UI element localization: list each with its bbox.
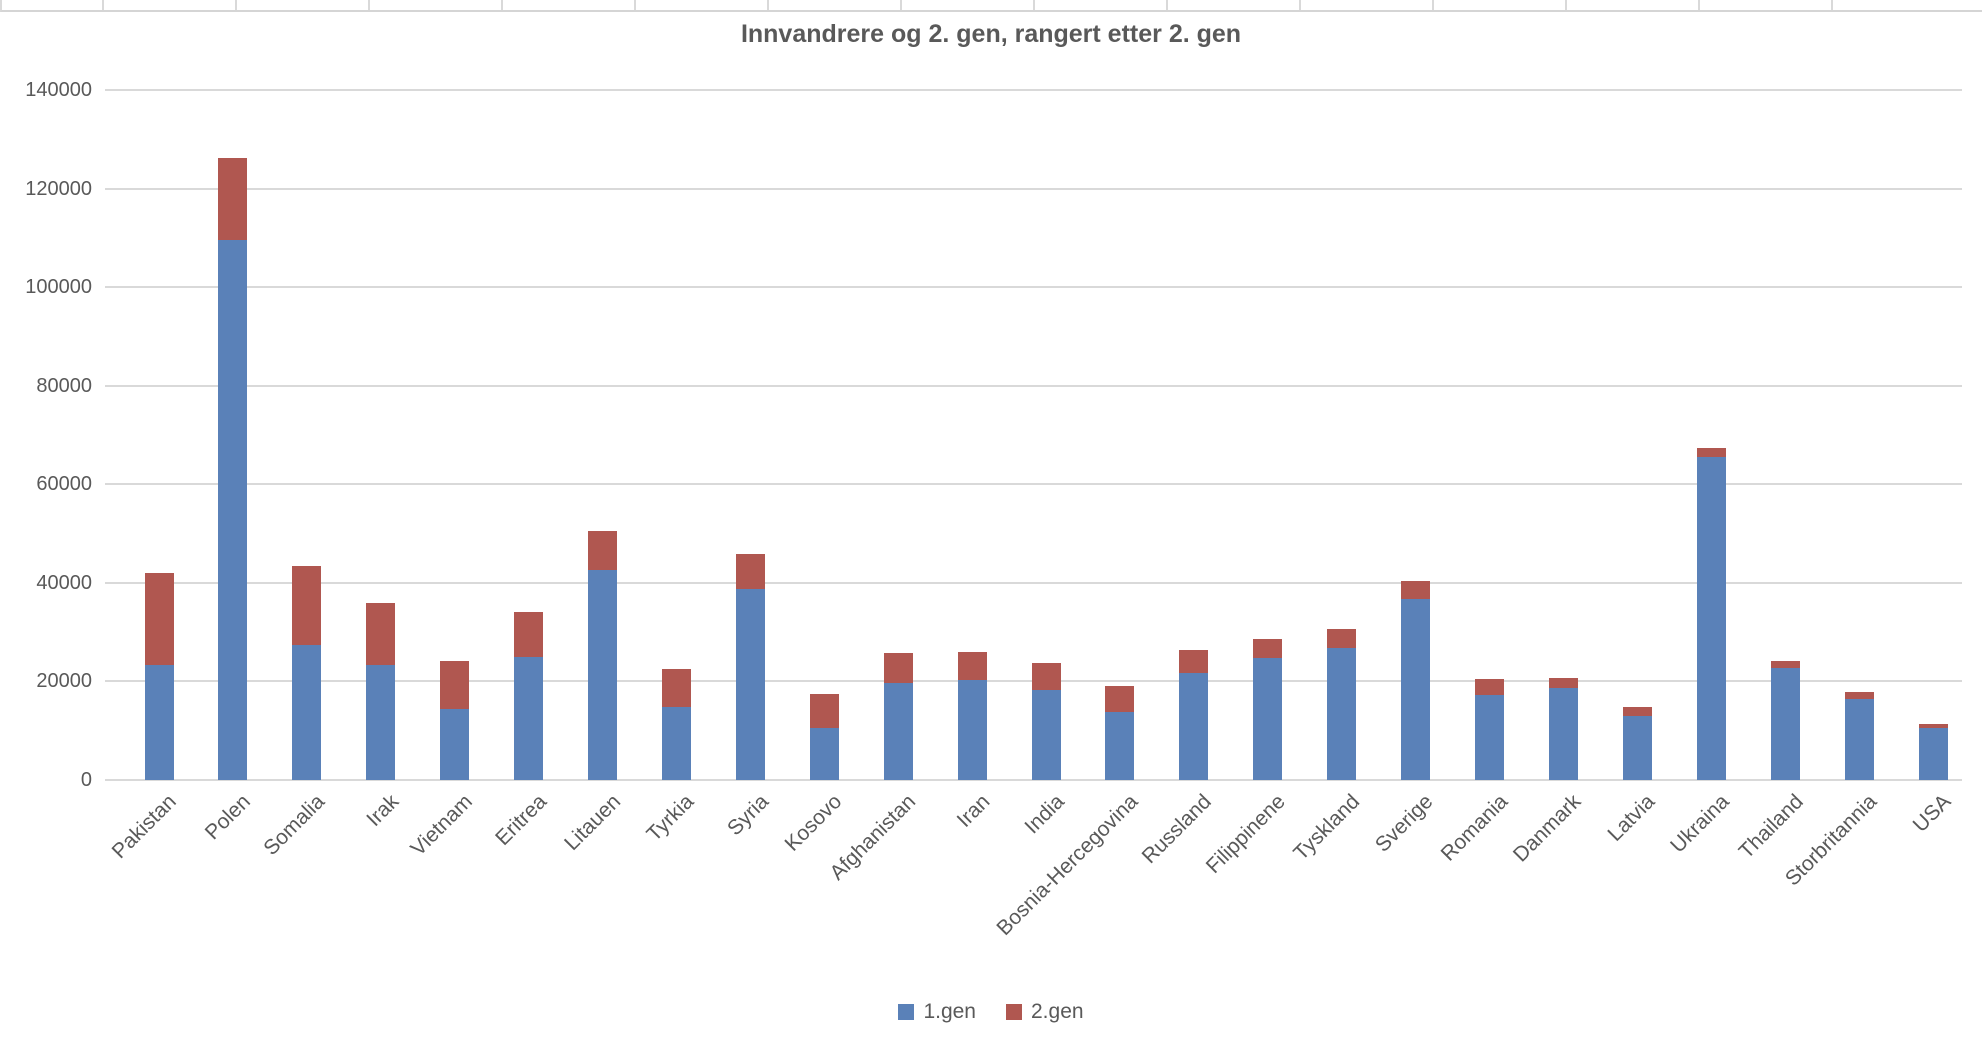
x-axis-label-thailand: Thailand bbox=[1734, 790, 1808, 864]
x-axis-label-tyrkia: Tyrkia bbox=[642, 790, 699, 846]
bar-1gen-tyrkia[interactable] bbox=[661, 706, 691, 780]
gridline bbox=[105, 187, 1962, 190]
bar-2gen-tyskland[interactable] bbox=[1327, 628, 1357, 648]
x-axis-label-tyskland: Tyskland bbox=[1289, 790, 1364, 865]
bar-1gen-thailand[interactable] bbox=[1770, 668, 1800, 780]
chart-title: Innvandrere og 2. gen, rangert etter 2. … bbox=[740, 20, 1242, 48]
x-axis-label-vietnam: Vietnam bbox=[406, 790, 477, 861]
x-axis-line bbox=[105, 779, 1962, 781]
x-axis-label-india: India bbox=[1019, 790, 1069, 839]
bar-1gen-russland[interactable] bbox=[1179, 673, 1209, 780]
bar-2gen-storbritannia[interactable] bbox=[1844, 692, 1874, 700]
bar-2gen-filippinene[interactable] bbox=[1253, 638, 1283, 659]
bar-2gen-iran[interactable] bbox=[957, 652, 987, 680]
x-axis-label-eritrea: Eritrea bbox=[490, 790, 551, 851]
bar-2gen-tyrkia[interactable] bbox=[661, 668, 691, 707]
chart-legend: 1.gen 2.gen bbox=[0, 1000, 1982, 1024]
x-axis-label-iran: Iran bbox=[952, 790, 995, 832]
y-axis-tick-label: 20000 bbox=[36, 670, 92, 693]
x-axis-label-filippinene: Filippinene bbox=[1201, 790, 1291, 879]
y-axis-tick-label: 0 bbox=[80, 769, 92, 791]
x-axis-label-somalia: Somalia bbox=[259, 790, 330, 860]
x-axis-label-ukraina: Ukraina bbox=[1666, 790, 1734, 858]
bar-2gen-russland[interactable] bbox=[1179, 649, 1209, 674]
y-axis-tick-label: 120000 bbox=[25, 177, 92, 200]
bar-1gen-latvia[interactable] bbox=[1622, 716, 1652, 780]
x-axis-label-irak: Irak bbox=[362, 790, 404, 832]
legend-swatch-1gen bbox=[898, 1004, 915, 1020]
bar-1gen-polen[interactable] bbox=[218, 240, 248, 780]
bar-2gen-danmark[interactable] bbox=[1548, 678, 1578, 688]
legend-item-1gen[interactable]: 1.gen bbox=[898, 1000, 976, 1024]
bar-1gen-irak[interactable] bbox=[366, 665, 396, 780]
plot-area: 0 20000 40000 60000 80000 100000 120000 140000 P… bbox=[25, 79, 1962, 940]
bar-2gen-thailand[interactable] bbox=[1770, 660, 1800, 669]
x-axis-label-sverige: Sverige bbox=[1371, 790, 1438, 857]
x-axis-label-bosnia-hercegovina: Bosnia-Hercegovina bbox=[992, 790, 1143, 940]
x-axis-label-romania: Romania bbox=[1436, 790, 1512, 866]
bar-1gen-litauen[interactable] bbox=[588, 569, 618, 780]
bar-2gen-india[interactable] bbox=[1031, 663, 1061, 691]
bar-1gen-filippinene[interactable] bbox=[1253, 658, 1283, 780]
bar-2gen-irak[interactable] bbox=[366, 602, 396, 666]
y-axis-tick-label: 100000 bbox=[25, 276, 92, 299]
gridline bbox=[105, 384, 1962, 387]
bar-1gen-eritrea[interactable] bbox=[514, 656, 544, 780]
bar-2gen-polen[interactable] bbox=[218, 157, 248, 241]
bar-2gen-vietnam[interactable] bbox=[440, 661, 470, 710]
y-axis-tick-label: 80000 bbox=[36, 374, 92, 397]
bar-2gen-latvia[interactable] bbox=[1622, 707, 1652, 717]
bar-2gen-afghanistan[interactable] bbox=[883, 653, 913, 684]
x-axis-label-kosovo: Kosovo bbox=[780, 790, 847, 856]
x-axis-label-usa: USA bbox=[1908, 790, 1956, 837]
bar-1gen-tyskland[interactable] bbox=[1327, 647, 1357, 780]
bar-1gen-usa[interactable] bbox=[1918, 728, 1948, 780]
legend-item-2gen[interactable]: 2.gen bbox=[1006, 1000, 1084, 1024]
bar-2gen-usa[interactable] bbox=[1918, 724, 1948, 729]
bar-1gen-iran[interactable] bbox=[957, 679, 987, 780]
gridline bbox=[105, 286, 1962, 289]
bar-2gen-kosovo[interactable] bbox=[809, 693, 839, 728]
bar-2gen-syria[interactable] bbox=[735, 554, 765, 590]
x-axis-label-litauen: Litauen bbox=[559, 790, 625, 855]
bar-2gen-somalia[interactable] bbox=[292, 566, 322, 645]
y-axis-tick-label: 140000 bbox=[25, 79, 92, 101]
bar-2gen-sverige[interactable] bbox=[1401, 581, 1431, 600]
bar-2gen-eritrea[interactable] bbox=[514, 611, 544, 657]
bar-2gen-romania[interactable] bbox=[1475, 678, 1505, 695]
bar-1gen-bosnia-hercegovina[interactable] bbox=[1105, 712, 1135, 780]
x-axis-label-syria: Syria bbox=[722, 790, 773, 841]
legend-label-1gen: 1.gen bbox=[923, 1000, 976, 1023]
bar-1gen-syria[interactable] bbox=[735, 589, 765, 780]
bar-1gen-sverige[interactable] bbox=[1401, 599, 1431, 780]
x-axis-label-pakistan: Pakistan bbox=[108, 790, 182, 864]
bar-1gen-somalia[interactable] bbox=[292, 644, 322, 780]
x-axis-label-polen: Polen bbox=[200, 790, 256, 845]
bar-1gen-storbritannia[interactable] bbox=[1844, 699, 1874, 780]
legend-swatch-2gen bbox=[1006, 1004, 1022, 1020]
bar-1gen-romania[interactable] bbox=[1475, 694, 1505, 780]
gridline bbox=[105, 581, 1962, 584]
bar-1gen-pakistan[interactable] bbox=[144, 664, 174, 780]
bar-2gen-ukraina[interactable] bbox=[1696, 448, 1726, 457]
bar-1gen-india[interactable] bbox=[1031, 690, 1061, 780]
x-axis-label-latvia: Latvia bbox=[1603, 790, 1660, 846]
bar-1gen-vietnam[interactable] bbox=[440, 709, 470, 780]
spreadsheet-cells-strip bbox=[0, 0, 1982, 12]
bar-1gen-kosovo[interactable] bbox=[809, 727, 839, 780]
bar-1gen-afghanistan[interactable] bbox=[883, 683, 913, 780]
y-axis-tick-label: 40000 bbox=[36, 571, 92, 594]
legend-label-2gen: 2.gen bbox=[1031, 1000, 1084, 1023]
bar-1gen-ukraina[interactable] bbox=[1696, 456, 1726, 780]
x-axis-label-danmark: Danmark bbox=[1509, 790, 1586, 867]
bar-2gen-litauen[interactable] bbox=[588, 531, 618, 570]
bar-2gen-pakistan[interactable] bbox=[144, 573, 174, 665]
gridline bbox=[105, 483, 1962, 486]
y-axis-tick-label: 60000 bbox=[36, 473, 92, 496]
gridline bbox=[105, 89, 1962, 91]
bar-2gen-bosnia-hercegovina[interactable] bbox=[1105, 685, 1135, 713]
bar-1gen-danmark[interactable] bbox=[1548, 687, 1578, 780]
